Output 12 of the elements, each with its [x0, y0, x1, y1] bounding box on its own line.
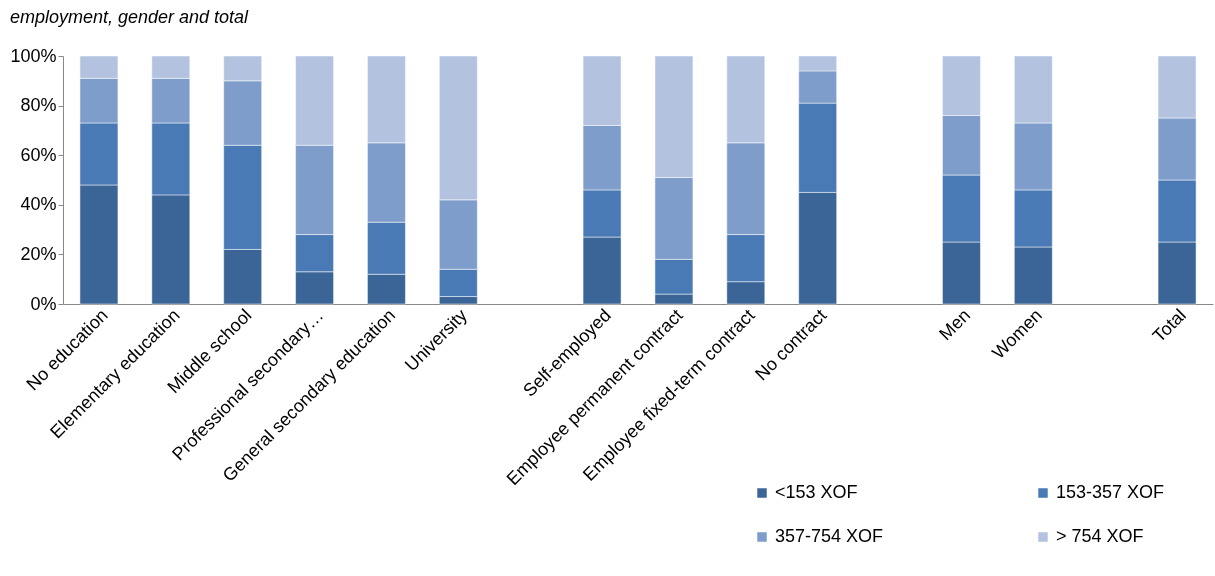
y-tick-label: 60%	[20, 144, 57, 165]
y-tick-label: 40%	[20, 194, 57, 215]
legend-label: 153-357 XOF	[1056, 482, 1165, 502]
chart-title: employment, gender and total	[9, 7, 250, 27]
y-tick-label: 100%	[10, 45, 57, 66]
y-tick-label: 0%	[30, 293, 57, 314]
legend-label: > 754 XOF	[1056, 526, 1144, 546]
legend-label: <153 XOF	[775, 482, 858, 502]
y-tick-label: 20%	[20, 243, 57, 264]
x-tick-label: Men	[935, 305, 975, 344]
y-tick-label: 80%	[20, 95, 57, 116]
legend-label: 357-754 XOF	[775, 526, 884, 546]
